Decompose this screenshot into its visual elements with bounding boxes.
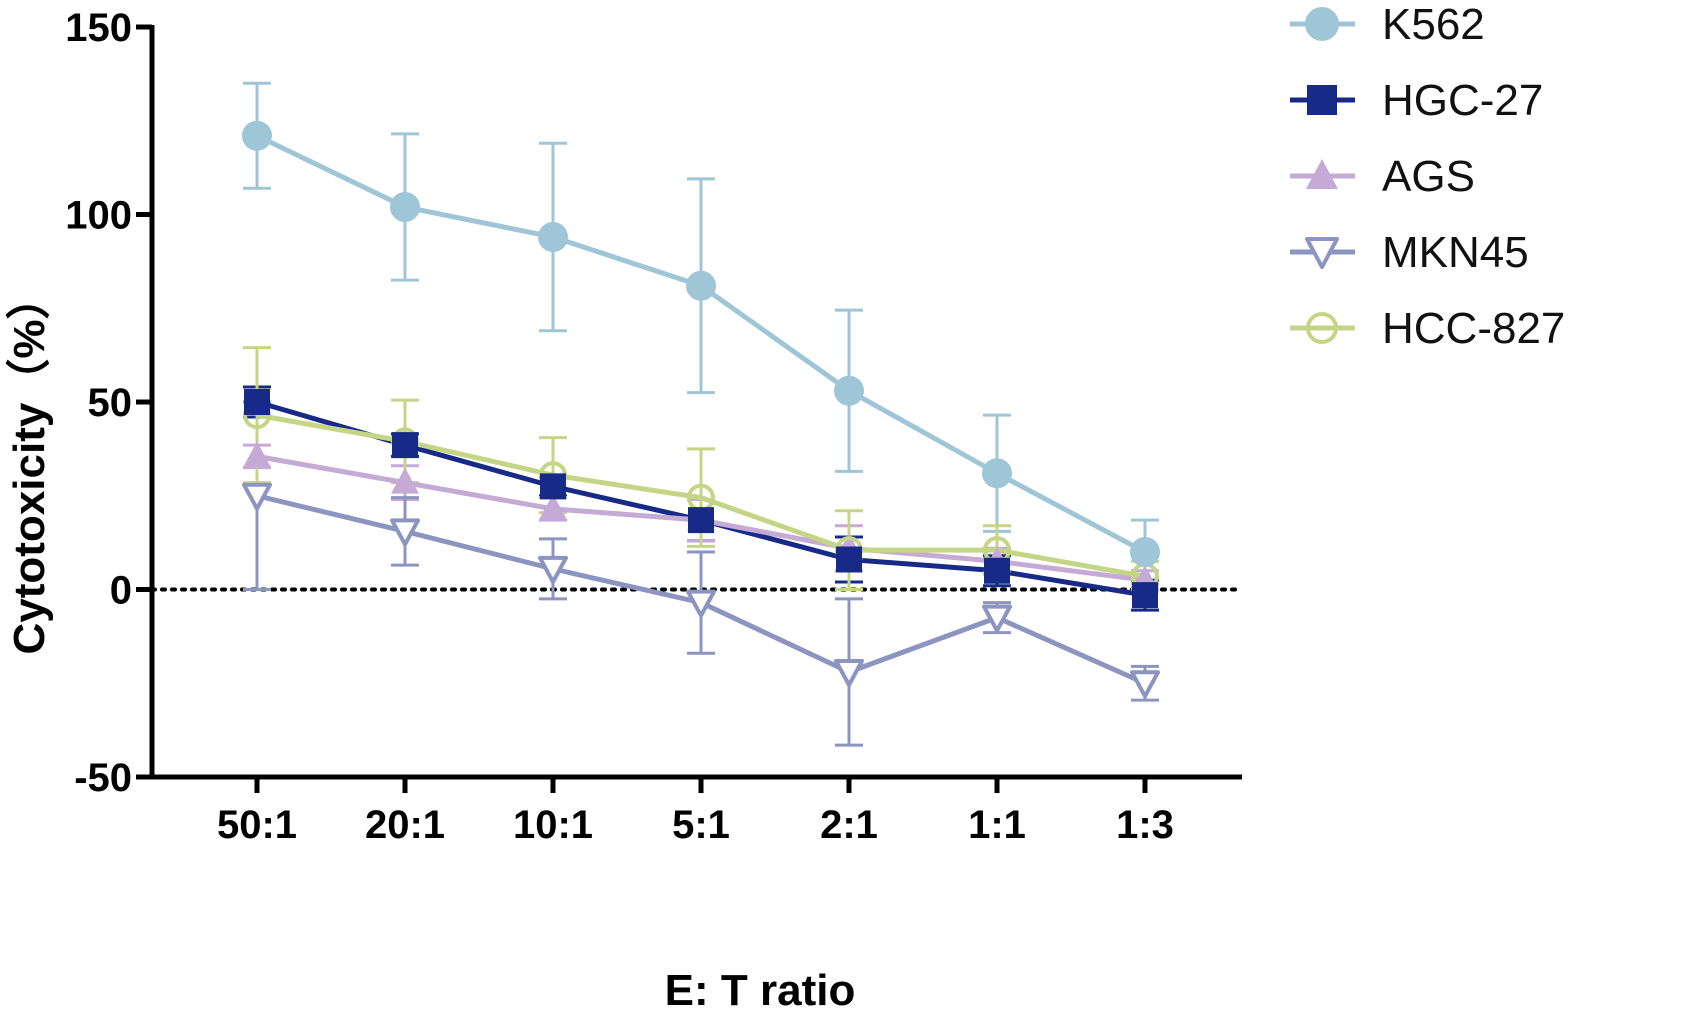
x-tick-label: 1:1: [968, 803, 1026, 847]
x-axis-title: E: T ratio: [665, 966, 856, 1015]
data-point-mkn45: [538, 555, 568, 584]
tick-labels: -50 0 50 100 150 50:1 20:1 10:1 5:1 2:1 1:1 1:3: [65, 6, 1174, 847]
x-tick-label: 5:1: [672, 803, 730, 847]
x-tick-label: 1:3: [1116, 803, 1174, 847]
legend-label-mkn45: MKN45: [1382, 228, 1529, 277]
legend-label-k562: K562: [1382, 0, 1485, 49]
data-point-k562: [390, 192, 420, 222]
data-point-hgc-27: [836, 546, 862, 573]
data-point-k562: [242, 120, 272, 151]
legend: K562 HGC-27 AGS MKN45 HCC-827: [1290, 0, 1565, 353]
data-point-hgc-27: [244, 389, 270, 415]
legend-item-k562: K562: [1290, 0, 1485, 49]
legend-item-hcc-827: HCC-827: [1290, 304, 1565, 353]
data-point-mkn45: [982, 604, 1012, 633]
data-point-ags: [539, 493, 567, 520]
data-point-mkn45: [390, 518, 420, 547]
data-point-ags: [391, 467, 419, 494]
y-tick-label: 100: [65, 194, 132, 238]
legend-marker-ags: [1306, 159, 1338, 189]
data-point-mkn45: [242, 482, 272, 511]
y-tick-label: -50: [74, 756, 132, 800]
legend-label-hcc-827: HCC-827: [1382, 304, 1565, 353]
legend-item-ags: AGS: [1290, 152, 1475, 201]
error-bars: [243, 81, 1159, 747]
legend-marker-hcc-827: [1306, 312, 1338, 344]
data-point-hgc-27: [688, 507, 714, 534]
data-point-k562: [1130, 537, 1160, 567]
data-point-mkn45: [686, 589, 716, 618]
legend-item-hgc-27: HGC-27: [1290, 76, 1543, 125]
legend-marker-hgc-27: [1307, 85, 1337, 115]
legend-item-mkn45: MKN45: [1290, 228, 1529, 277]
legend-marker-k562: [1305, 7, 1339, 41]
data-point-mkn45: [834, 659, 864, 687]
x-tick-label: 10:1: [513, 803, 593, 847]
x-tick-label: 20:1: [365, 803, 445, 847]
x-tick-label: 50:1: [217, 803, 297, 847]
legend-label-ags: AGS: [1382, 152, 1475, 201]
data-point-k562: [538, 222, 568, 252]
x-tick-label: 2:1: [820, 803, 878, 847]
y-axis-title: Cytotoxicity（%）: [5, 276, 54, 655]
series-markers: [242, 120, 1160, 699]
data-point-k562: [686, 270, 716, 301]
y-tick-label: 50: [88, 381, 133, 425]
data-point-ags: [243, 441, 271, 468]
data-point-hgc-27: [540, 473, 566, 500]
data-point-hgc-27: [1132, 582, 1158, 609]
data-point-hgc-27: [984, 557, 1010, 584]
data-point-hgc-27: [392, 432, 418, 459]
data-point-mkn45: [1130, 670, 1160, 699]
legend-marker-mkn45: [1305, 237, 1339, 269]
legend-label-hgc-27: HGC-27: [1382, 76, 1543, 125]
y-tick-label: 0: [110, 569, 132, 613]
y-tick-label: 150: [65, 6, 132, 50]
data-point-k562: [834, 375, 864, 406]
axes: [136, 24, 1242, 793]
data-point-k562: [982, 458, 1012, 489]
